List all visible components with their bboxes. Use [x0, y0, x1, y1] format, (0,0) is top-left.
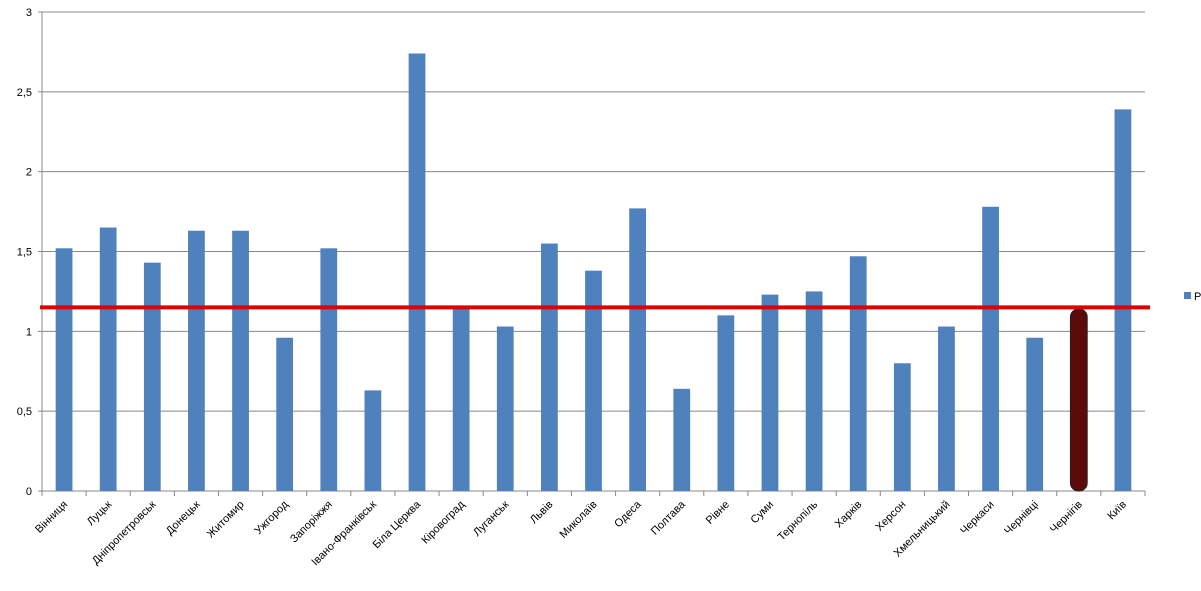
bar [364, 390, 382, 491]
y-tick-label: 0 [26, 486, 32, 498]
y-tick-label: 0,5 [17, 406, 32, 418]
bar [893, 363, 911, 491]
bar [938, 326, 955, 491]
legend-label: Р [1194, 291, 1201, 303]
x-tick-label: Львів [528, 499, 556, 527]
x-tick-label: Луцьк [85, 499, 115, 529]
x-tick-label: Тернопіль [776, 498, 821, 543]
x-tick-label: Донецьк [164, 499, 203, 538]
bar [1026, 337, 1044, 491]
x-tick-label: Кіровоград [419, 498, 467, 546]
bar [761, 294, 779, 491]
x-tick-label: Київ [1105, 499, 1129, 523]
bar [540, 243, 558, 491]
bar [408, 53, 426, 491]
x-tick-label: Запоріжжя [288, 499, 335, 546]
bar [1114, 109, 1132, 491]
bar [982, 206, 999, 491]
y-tick-label: 2,5 [17, 87, 32, 99]
x-tick-label: Суми [749, 499, 777, 527]
x-tick-label: Полтава [649, 498, 689, 538]
y-tick-label: 2 [26, 167, 32, 179]
bar [320, 248, 338, 491]
y-tick-label: 1 [26, 326, 32, 338]
bar [276, 337, 294, 491]
bar [717, 315, 735, 491]
x-tick-label: Рівне [704, 499, 732, 527]
bar [1069, 308, 1088, 492]
bar [496, 326, 514, 491]
x-tick-label: Одеса [612, 498, 644, 530]
x-tick-label: Ужгород [252, 498, 291, 537]
x-tick-label: Херсон [874, 499, 909, 534]
bar [452, 308, 470, 491]
x-tick-label: Миколаїв [558, 499, 600, 541]
x-tick-label: Харків [833, 499, 865, 531]
x-tick-label: Біла Церква [371, 498, 424, 551]
bar [99, 227, 117, 492]
bar [673, 388, 691, 491]
x-tick-label: Вінниця [33, 499, 70, 536]
bar [143, 262, 161, 491]
bar [629, 208, 647, 491]
bar [55, 248, 73, 491]
bar [849, 256, 867, 491]
bar [585, 270, 602, 491]
bar [232, 230, 249, 491]
x-tick-label: Житомир [205, 499, 247, 541]
x-tick-label: Луганськ [471, 499, 511, 539]
bar [188, 230, 205, 491]
x-tick-label: Чернігів [1048, 499, 1085, 536]
legend-swatch [1184, 292, 1191, 299]
x-tick-label: Черкаси [958, 499, 996, 537]
y-tick-label: 3 [26, 7, 32, 19]
y-tick-label: 1,5 [17, 247, 32, 259]
bar [805, 291, 823, 491]
x-tick-label: Чернівці [1002, 499, 1041, 538]
